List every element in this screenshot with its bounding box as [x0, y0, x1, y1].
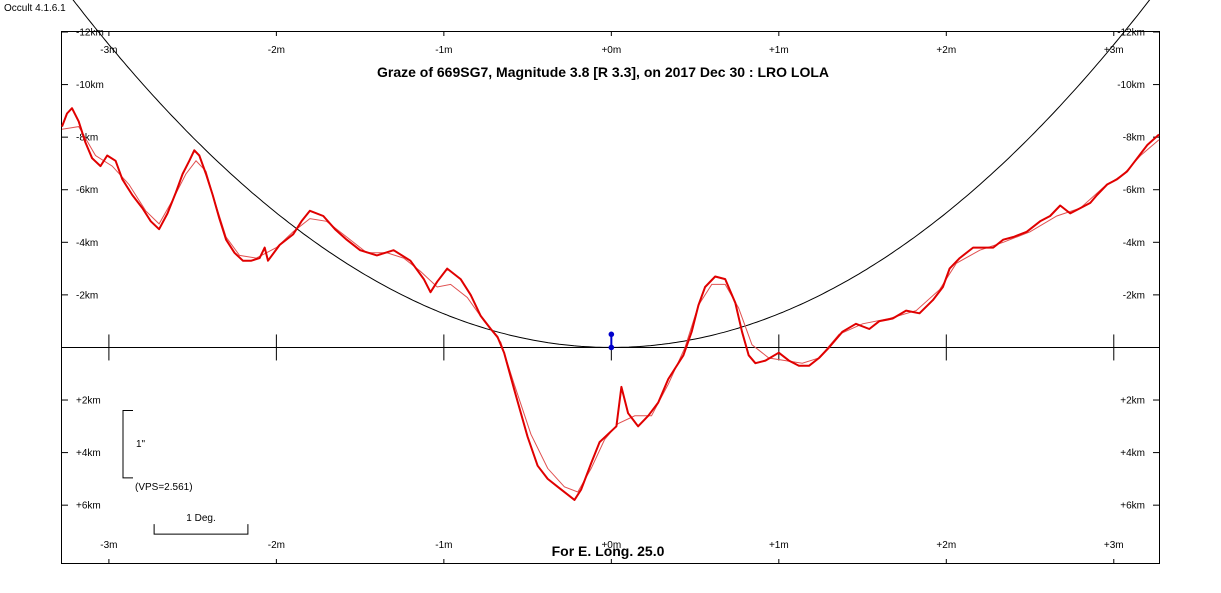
y-tick-label-left: +2km [76, 396, 101, 407]
y-tick-label-right: -2km [1123, 290, 1145, 301]
plot-frame [61, 31, 1160, 564]
vertical-scale-label: 1" [136, 439, 146, 450]
x-tick-label-bottom: +2m [936, 540, 956, 551]
star-marker-dot [608, 331, 615, 338]
y-tick-label-left: -10km [76, 80, 104, 91]
smoothed-profile-line [61, 126, 1160, 493]
app-version-label: Occult 4.1.6.1 [4, 3, 66, 14]
vertical-scale-bar [122, 410, 133, 479]
chart-footer: For E. Long. 25.0 [552, 543, 665, 559]
x-tick-label-top: -1m [435, 45, 452, 56]
y-tick-label-right: +2km [1120, 396, 1145, 407]
x-tick-label-bottom: -2m [268, 540, 285, 551]
horizontal-scale-bar [153, 524, 249, 535]
y-tick-label-left: +4km [76, 448, 101, 459]
y-tick-label-right: -10km [1117, 80, 1145, 91]
x-tick-label-top: +1m [769, 45, 789, 56]
y-tick-label-left: +6km [76, 501, 101, 512]
x-tick-label-bottom: +0m [601, 540, 621, 551]
star-marker-dot [608, 344, 615, 351]
x-tick-label-top: +3m [1104, 45, 1124, 56]
horizontal-scale-label: 1 Deg. [186, 513, 215, 524]
y-tick-label-right: +4km [1120, 448, 1145, 459]
x-tick-label-top: -2m [268, 45, 285, 56]
x-tick-label-bottom: +3m [1104, 540, 1124, 551]
y-tick-label-left: -12km [76, 28, 104, 39]
chart-title: Graze of 669SG7, Magnitude 3.8 [R 3.3], … [377, 64, 829, 80]
x-tick-label-bottom: -3m [100, 540, 117, 551]
y-tick-label-left: -8km [76, 133, 98, 144]
y-tick-label-right: +6km [1120, 501, 1145, 512]
x-tick-label-top: -3m [100, 45, 117, 56]
y-tick-label-right: -8km [1123, 133, 1145, 144]
y-tick-label-right: -4km [1123, 238, 1145, 249]
y-tick-label-left: -6km [76, 185, 98, 196]
vertical-scale-note: (VPS=2.561) [135, 482, 193, 493]
x-tick-label-bottom: -1m [435, 540, 452, 551]
lola-profile-line [61, 107, 1160, 501]
y-tick-label-left: -4km [76, 238, 98, 249]
y-tick-label-right: -12km [1117, 28, 1145, 39]
y-tick-label-left: -2km [76, 290, 98, 301]
x-tick-label-top: +0m [601, 45, 621, 56]
y-tick-label-right: -6km [1123, 185, 1145, 196]
x-tick-label-bottom: +1m [769, 540, 789, 551]
x-tick-label-top: +2m [936, 45, 956, 56]
